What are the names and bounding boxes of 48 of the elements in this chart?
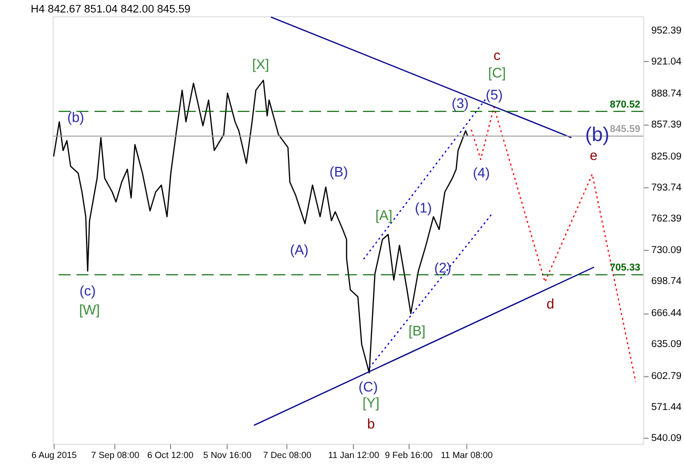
y-tick-label: 762.39: [651, 213, 682, 224]
annotation: (1): [414, 200, 432, 216]
x-tick-label: 7 Dec 08:00: [263, 450, 312, 460]
annotation: (b): [585, 124, 610, 146]
x-tick-label: 9 Feb 16:00: [384, 450, 433, 460]
y-tick-label: 952.39: [651, 25, 682, 36]
y-tick-label: 888.74: [651, 88, 682, 100]
annotation: (3): [452, 94, 469, 111]
annotation: (c): [80, 282, 96, 298]
annotation: [C]: [488, 64, 506, 80]
x-tick-label: 6 Aug 2015: [32, 450, 77, 460]
y-tick-label: 730.09: [651, 245, 682, 256]
annotation: d: [546, 296, 554, 312]
x-tick-label: 7 Sep 08:00: [91, 450, 140, 460]
y-tick-label: 635.09: [651, 339, 682, 350]
line-series: [53, 80, 468, 374]
x-tick-label: 11 Mar 08:00: [440, 450, 493, 460]
ref-line-label: 870.52: [610, 99, 641, 110]
annotation: c: [494, 47, 501, 64]
y-tick-label: 698.74: [651, 276, 682, 288]
chart-title: H4 842.67 851.04 842.00 845.59: [30, 3, 190, 16]
annotation: [Y]: [362, 394, 380, 411]
annotation: e: [590, 147, 598, 164]
annotation: (5): [486, 86, 503, 102]
ref-line-label: 845.59: [610, 124, 641, 136]
annotation: (C): [358, 378, 378, 395]
ref-line-label: 705.33: [610, 262, 641, 274]
annotation: (2): [434, 260, 452, 276]
annotation: (A): [290, 241, 308, 258]
annotation: [W]: [79, 301, 100, 318]
y-tick-label: 602.79: [651, 371, 682, 382]
y-tick-label: 540.09: [651, 433, 682, 444]
annotation: [B]: [408, 322, 426, 338]
annotation: [X]: [252, 56, 270, 72]
y-tick-label: 921.04: [651, 56, 682, 68]
annotation: (b): [67, 109, 84, 126]
x-tick-label: 5 Nov 16:00: [203, 450, 252, 460]
x-tick-label: 11 Jan 12:00: [328, 450, 380, 460]
annotation: (4): [472, 164, 490, 180]
annotation: b: [367, 416, 376, 432]
y-tick-label: 666.44: [651, 308, 682, 320]
y-tick-label: 857.39: [651, 119, 682, 130]
y-tick-label: 793.74: [651, 182, 682, 194]
y-tick-label: 825.09: [651, 151, 682, 162]
annotation: (B): [329, 163, 348, 180]
annotation: [A]: [375, 207, 392, 224]
y-tick-label: 571.44: [651, 402, 682, 414]
x-tick-label: 6 Oct 12:00: [147, 450, 194, 460]
